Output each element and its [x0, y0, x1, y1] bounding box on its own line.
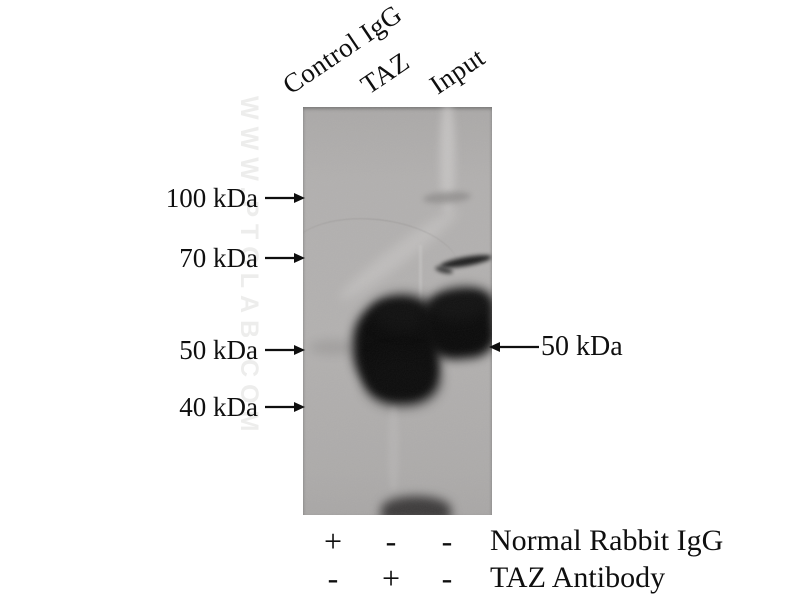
condition-label: Normal Rabbit IgG [490, 524, 724, 557]
marker-40kda-label: 40 kDa [179, 391, 258, 422]
marker-40kda: 40 kDa [126, 392, 305, 422]
marker-70kda-label: 70 kDa [179, 242, 258, 273]
condition-symbol: + [323, 522, 343, 559]
marker-100kda-label: 100 kDa [165, 182, 258, 213]
condition-symbol: + [381, 559, 401, 596]
condition-row-normal-rabbit-igg: + - - Normal Rabbit IgG [305, 522, 775, 560]
condition-symbol: - [441, 559, 453, 596]
arrow-right-icon [265, 402, 305, 412]
watermark-text: WWW.PTGLAB.COM [235, 96, 263, 439]
arrow-right-icon [265, 193, 305, 203]
arrow-left-icon [489, 342, 539, 352]
condition-row-taz-antibody: - + - TAZ Antibody [305, 559, 775, 597]
band-annotation-50kda: 50 kDa [489, 331, 623, 363]
marker-50kda-label: 50 kDa [179, 334, 258, 365]
film-grain-texture [303, 107, 492, 515]
lane-label-taz: TAZ [355, 46, 415, 100]
marker-70kda: 70 kDa [126, 243, 305, 273]
condition-symbol: - [327, 559, 339, 596]
arrow-right-icon [265, 253, 305, 263]
condition-label: TAZ Antibody [490, 561, 666, 594]
condition-symbol: - [385, 522, 397, 559]
band-annotation-label: 50 kDa [541, 331, 623, 362]
blot-membrane [303, 107, 492, 515]
marker-100kda: 100 kDa [126, 183, 305, 213]
condition-symbol: - [441, 522, 453, 559]
arrow-right-icon [265, 345, 305, 355]
marker-50kda: 50 kDa [126, 335, 305, 365]
lane-label-input: Input [424, 41, 491, 100]
